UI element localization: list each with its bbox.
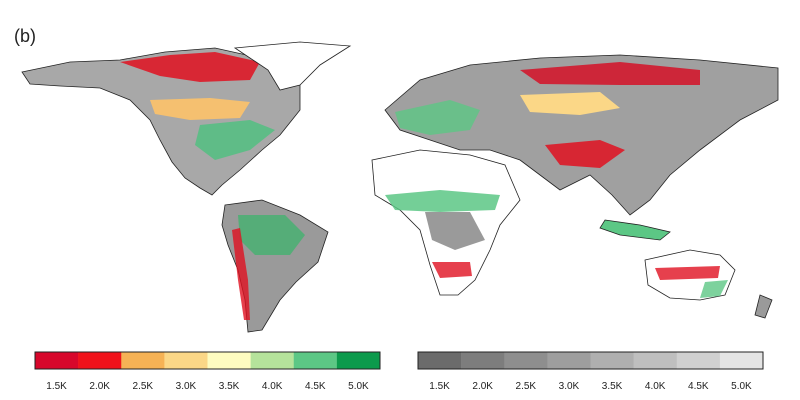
colorbar-tick-label: 4.0K xyxy=(645,381,666,392)
colorbar-segment xyxy=(633,352,678,369)
colorbar-tick-label: 1.5K xyxy=(46,381,67,392)
congo-patch xyxy=(425,212,485,250)
amazon-patch xyxy=(238,215,305,255)
colorbar-tick-label: 4.0K xyxy=(262,381,283,392)
colorbar-tick-label: 3.5K xyxy=(219,381,240,392)
greenland xyxy=(233,41,352,91)
indonesia xyxy=(599,219,671,241)
colorbar-segment xyxy=(207,352,251,369)
colorbar-tick-label: 2.0K xyxy=(472,381,493,392)
north-america xyxy=(21,47,301,196)
colorbar-tick-label: 4.5K xyxy=(305,381,326,392)
colorbar-segment xyxy=(461,352,505,369)
colorbar-tick-label: 3.5K xyxy=(602,381,623,392)
colorbar-segment xyxy=(293,352,338,369)
colorbar-segment xyxy=(164,352,208,369)
colorbar-tick-label: 2.5K xyxy=(516,381,537,392)
colorbar-tick-label: 2.5K xyxy=(133,381,154,392)
colorbar-segment xyxy=(78,352,122,369)
tibet-patch xyxy=(545,140,625,168)
boreal-patch xyxy=(150,98,250,120)
colorbar-tick-label: 2.0K xyxy=(89,381,110,392)
colorbar-tick-label: 3.0K xyxy=(559,381,580,392)
europe-patch xyxy=(395,100,480,135)
sahel-patch xyxy=(385,190,500,212)
arctic-patch xyxy=(120,52,260,82)
colorbar-segment xyxy=(250,352,295,369)
colorbar-segment xyxy=(547,352,591,369)
colorbar-tick-label: 5.0K xyxy=(731,381,752,392)
south-africa-patch xyxy=(432,262,472,278)
australia-patch xyxy=(655,266,720,280)
colorbar-segment xyxy=(719,352,764,369)
panel-label: (b) xyxy=(14,26,36,46)
colorbars: 1.5K 2.0K 2.5K 3.0K 3.5K 4.0K 4.5K 5.0K 1.5K 2.0K… xyxy=(34,351,764,392)
andes-patch xyxy=(232,228,250,320)
colorbar-frame xyxy=(34,351,381,370)
colorbar-tick-label: 4.5K xyxy=(688,381,709,392)
colorbar-segment xyxy=(336,352,381,369)
colorbar-tick-label: 3.0K xyxy=(176,381,197,392)
colorbar-segment xyxy=(35,352,79,369)
eurasia xyxy=(384,54,779,216)
colorbar-tick-label: 1.5K xyxy=(429,381,450,392)
colorbar-frame xyxy=(417,351,764,370)
eastern-patch xyxy=(195,120,275,160)
colorbar-tick-label: 5.0K xyxy=(348,381,369,392)
colorbar-segment xyxy=(121,352,165,369)
colorbar-segment xyxy=(590,352,634,369)
colorbar-segment xyxy=(418,352,462,369)
siberia-patch xyxy=(520,62,700,85)
map xyxy=(21,41,779,333)
steppe-patch xyxy=(520,92,620,115)
colorbar-segment xyxy=(676,352,721,369)
australia-east-patch xyxy=(700,280,728,298)
colorbar-segment xyxy=(504,352,548,369)
new-zealand xyxy=(754,294,773,319)
